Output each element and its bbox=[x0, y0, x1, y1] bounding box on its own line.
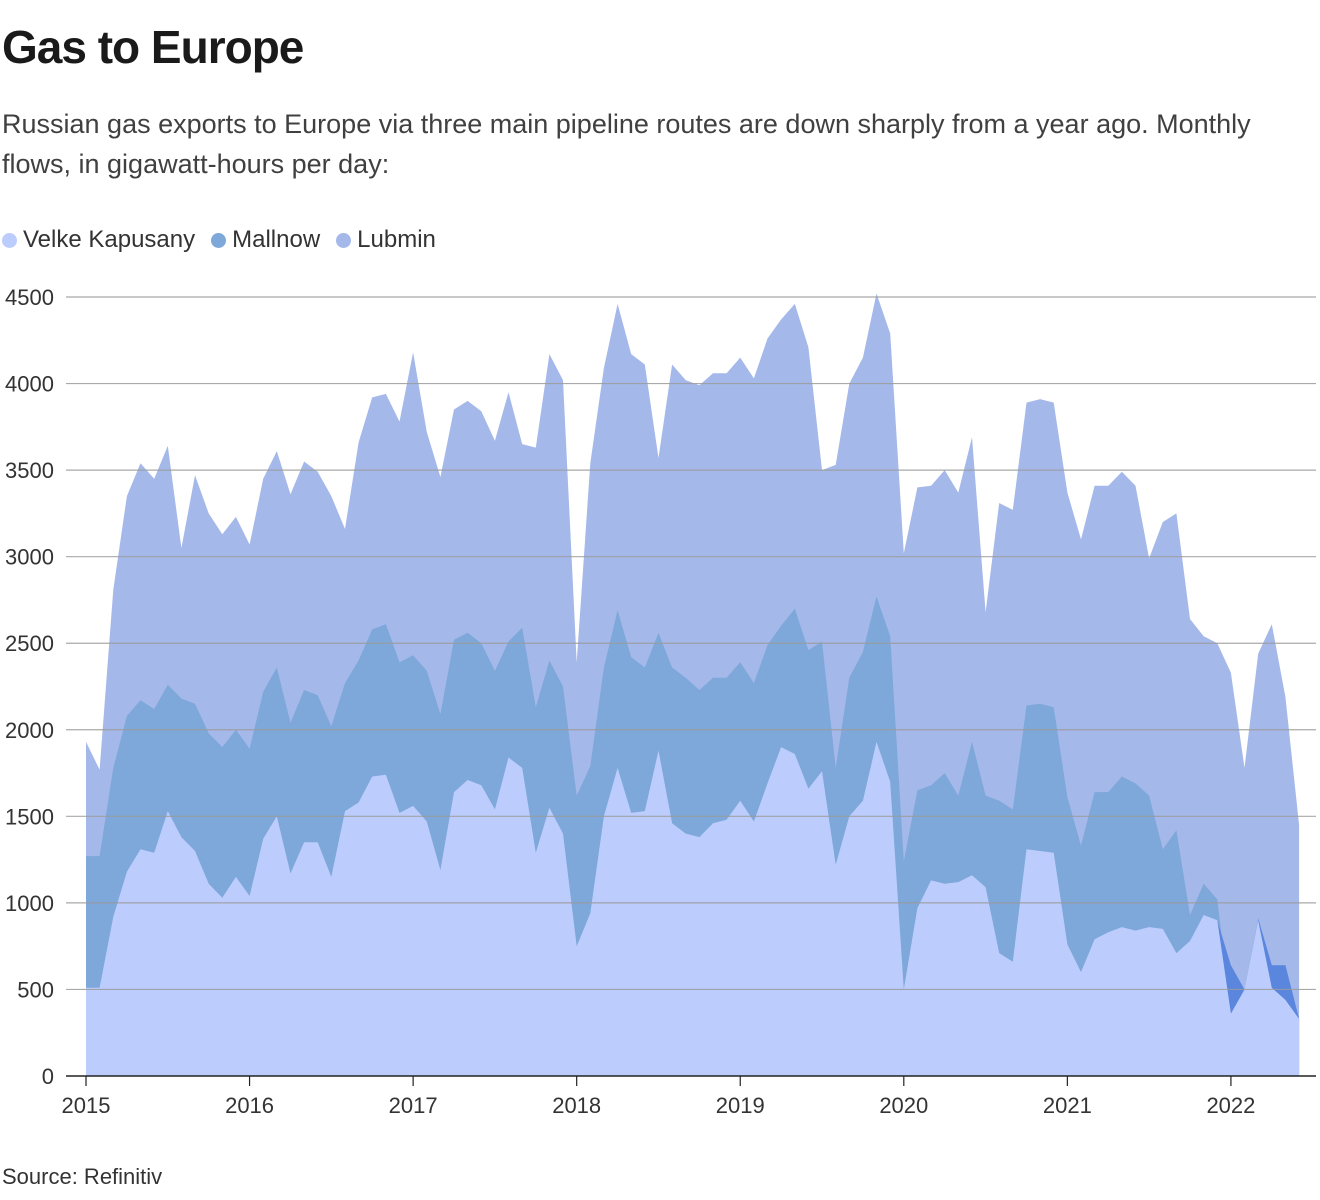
y-tick-label-500: 500 bbox=[17, 977, 54, 1002]
x-tick-label-2015: 2015 bbox=[62, 1093, 111, 1118]
chart-subtitle: Russian gas exports to Europe via three … bbox=[2, 104, 1302, 184]
legend-swatch-lubmin bbox=[336, 233, 351, 248]
legend-swatch-velke-kapusany bbox=[2, 233, 17, 248]
x-tick-label-2018: 2018 bbox=[552, 1093, 601, 1118]
y-tick-label-3000: 3000 bbox=[5, 545, 54, 570]
y-tick-label-1500: 1500 bbox=[5, 804, 54, 829]
legend-item-lubmin: Lubmin bbox=[336, 226, 436, 254]
legend-item-velke-kapusany: Velke Kapusany bbox=[2, 226, 195, 254]
y-tick-label-4000: 4000 bbox=[5, 372, 54, 397]
y-tick-label-4500: 4500 bbox=[5, 285, 54, 310]
area-chart: 0 500 1000 1500 2000 2500 3000 3500 4000 4500 2015… bbox=[0, 270, 1320, 1130]
x-tick-label-2017: 2017 bbox=[389, 1093, 438, 1118]
legend-label-mallnow: Mallnow bbox=[232, 226, 320, 254]
legend-swatch-mallnow bbox=[211, 233, 226, 248]
y-tick-label-2500: 2500 bbox=[5, 631, 54, 656]
legend-label-velke-kapusany: Velke Kapusany bbox=[23, 226, 195, 254]
x-tick-label-2019: 2019 bbox=[716, 1093, 765, 1118]
x-tick-label-2021: 2021 bbox=[1043, 1093, 1092, 1118]
x-tick-label-2020: 2020 bbox=[879, 1093, 928, 1118]
y-tick-label-2000: 2000 bbox=[5, 718, 54, 743]
y-tick-label-1000: 1000 bbox=[5, 891, 54, 916]
source-note: Source: Refinitiv bbox=[2, 1164, 162, 1190]
x-tick-label-2016: 2016 bbox=[225, 1093, 274, 1118]
legend-item-mallnow: Mallnow bbox=[211, 226, 320, 254]
legend-label-lubmin: Lubmin bbox=[357, 226, 436, 254]
x-tick-label-2022: 2022 bbox=[1206, 1093, 1255, 1118]
chart-title: Gas to Europe bbox=[2, 20, 303, 74]
y-tick-label-0: 0 bbox=[42, 1064, 54, 1089]
legend: Velke Kapusany Mallnow Lubmin bbox=[2, 226, 452, 254]
y-tick-label-3500: 3500 bbox=[5, 458, 54, 483]
